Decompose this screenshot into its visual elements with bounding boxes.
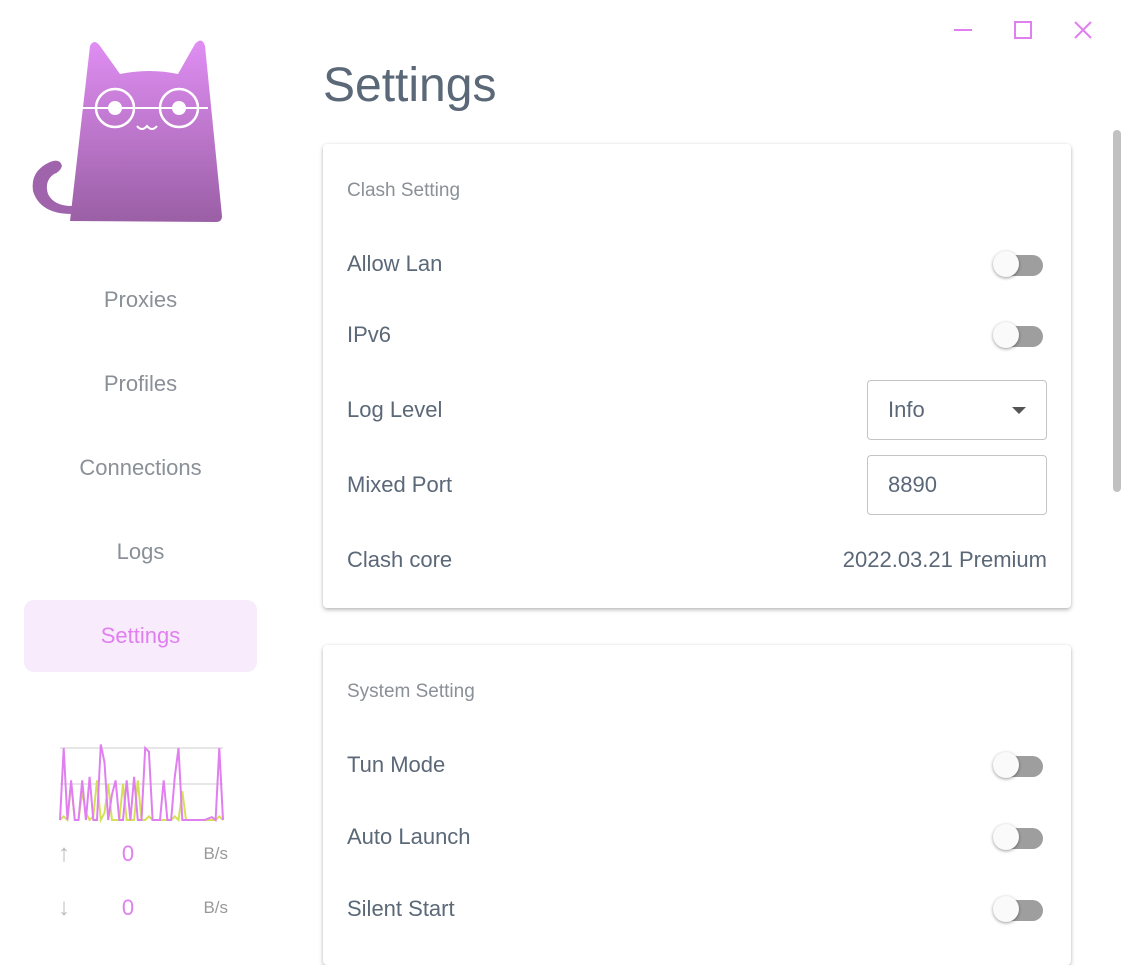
row-label: IPv6: [347, 322, 392, 347]
mixed-port-row: Mixed Port 8890: [347, 455, 1047, 515]
arrow-down-icon: ↓: [58, 894, 70, 921]
close-icon: [1074, 21, 1092, 39]
tun-mode-toggle[interactable]: [991, 750, 1047, 780]
allow-lan-toggle[interactable]: [991, 249, 1047, 279]
sidebar-item-logs[interactable]: Logs: [116, 539, 165, 564]
mixed-port-input[interactable]: 8890: [867, 455, 1047, 515]
clash-setting-card: Clash Setting Allow Lan IPv6 Log Level I…: [323, 144, 1071, 608]
silent-start-row: Silent Start: [347, 884, 1047, 934]
download-speed: ↓ 0 B/s: [58, 893, 228, 923]
ipv6-row: IPv6: [347, 310, 1047, 360]
minimize-icon: [954, 29, 972, 31]
sidebar-item-connections[interactable]: Connections: [79, 455, 202, 480]
auto-launch-toggle[interactable]: [991, 822, 1047, 852]
row-label: Silent Start: [347, 896, 455, 921]
upload-series-line: [59, 744, 224, 822]
cat-logo: [32, 40, 222, 222]
log-level-row: Log Level Info: [347, 380, 1047, 440]
system-setting-card: System Setting Tun Mode Auto Launch Sile…: [323, 645, 1071, 965]
select-value: Info: [888, 397, 925, 422]
tun-mode-row: Tun Mode: [347, 740, 1047, 790]
download-value: 0: [121, 895, 135, 920]
scrollbar[interactable]: [1113, 130, 1121, 492]
row-label: Clash core: [347, 547, 453, 572]
maximize-button[interactable]: [1007, 14, 1039, 46]
caret-down-icon: [1012, 406, 1026, 414]
sidebar-item-profiles[interactable]: Profiles: [103, 371, 178, 396]
allow-lan-row: Allow Lan: [347, 239, 1047, 289]
maximize-icon: [1014, 21, 1032, 39]
traffic-graph: [59, 744, 224, 824]
row-label: Tun Mode: [347, 752, 446, 777]
ipv6-toggle[interactable]: [991, 320, 1047, 350]
sidebar-item-proxies[interactable]: Proxies: [103, 287, 178, 312]
download-unit: B/s: [203, 898, 228, 917]
arrow-up-icon: ↑: [58, 840, 70, 867]
clash-core-version: 2022.03.21 Premium: [842, 547, 1047, 572]
row-label: Log Level: [347, 397, 443, 422]
card-title: Clash Setting: [347, 180, 461, 201]
auto-launch-row: Auto Launch: [347, 812, 1047, 862]
row-label: Allow Lan: [347, 251, 443, 276]
log-level-select[interactable]: Info: [867, 380, 1047, 440]
upload-value: 0: [121, 841, 135, 866]
minimize-button[interactable]: [947, 14, 979, 46]
sidebar: Proxies Profiles Connections Logs Settin…: [0, 0, 280, 937]
silent-start-toggle[interactable]: [991, 894, 1047, 924]
sidebar-item-settings[interactable]: Settings: [24, 600, 257, 672]
page-title: Settings: [323, 59, 497, 112]
upload-speed: ↑ 0 B/s: [58, 839, 228, 869]
row-label: Mixed Port: [347, 472, 453, 497]
card-title: System Setting: [347, 681, 475, 702]
input-value: 8890: [888, 472, 937, 497]
row-label: Auto Launch: [347, 824, 471, 849]
clash-core-row: Clash core 2022.03.21 Premium: [347, 535, 1047, 585]
close-button[interactable]: [1067, 14, 1099, 46]
upload-unit: B/s: [203, 844, 228, 863]
